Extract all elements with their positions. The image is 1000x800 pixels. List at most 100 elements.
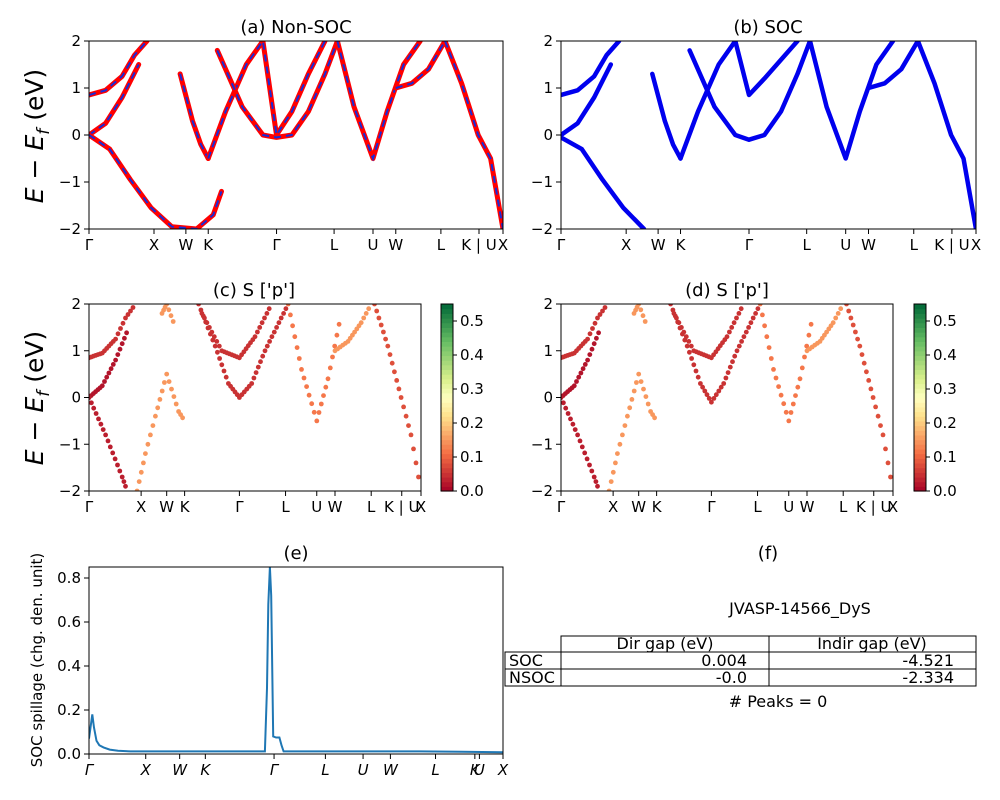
- band-point: [267, 339, 272, 344]
- y-tick-label: −1: [59, 435, 81, 453]
- x-tick-label: W: [861, 236, 876, 254]
- colorbar-segment: [914, 467, 926, 473]
- panel-a-title: (a) Non-SOC: [240, 17, 351, 38]
- colorbar-frame: [440, 303, 454, 492]
- band-point: [96, 416, 101, 422]
- band-line-soc-dashed: [179, 73, 210, 159]
- band-point: [155, 405, 161, 411]
- band-point: [316, 410, 322, 415]
- band-point: [128, 308, 133, 314]
- colorbar-segment: [441, 448, 453, 455]
- band-point: [253, 370, 259, 375]
- colorbar-segment: [914, 313, 926, 319]
- band-point: [797, 376, 803, 382]
- colorbar-segment: [441, 369, 453, 375]
- x-tick-label: U: [311, 498, 322, 516]
- colorbar-segment: [441, 420, 453, 427]
- x-tick-label: K | U: [934, 236, 969, 254]
- x-tick-label: X: [888, 498, 898, 516]
- band-point: [606, 488, 612, 491]
- x-tick-label: W: [651, 236, 666, 254]
- colorbar-segment: [441, 313, 453, 319]
- x-tick-label: L: [803, 236, 812, 254]
- band-point: [258, 359, 263, 365]
- y-tick-label: −1: [531, 173, 553, 191]
- band-point: [684, 343, 690, 349]
- band-point: [743, 329, 749, 335]
- colorbar-segment: [441, 346, 453, 352]
- x-tick-label: L: [910, 236, 919, 254]
- band-point: [734, 348, 740, 354]
- y-tick-label: 1: [71, 79, 81, 97]
- band-line-soc-dashed: [89, 41, 148, 96]
- band-point: [148, 432, 153, 438]
- band-point: [330, 354, 335, 360]
- band-point: [850, 322, 856, 328]
- band-point: [318, 401, 324, 407]
- band-point: [398, 395, 404, 400]
- band-point: [249, 381, 255, 386]
- band-point: [587, 331, 593, 337]
- panel-c-colorbar: 0.0 0.1 0.2 0.3 0.4 0.5: [440, 303, 484, 500]
- y-tick-label: 0.8: [57, 569, 81, 587]
- band-point: [594, 335, 599, 341]
- band-point: [159, 388, 165, 394]
- band-point: [587, 462, 592, 468]
- band-point: [732, 353, 738, 359]
- colorbar-segment: [914, 462, 926, 469]
- colorbar-segment: [441, 332, 453, 338]
- band-point: [799, 365, 805, 371]
- colorbar-segment: [441, 318, 453, 324]
- band-point: [746, 325, 751, 330]
- band-point: [808, 321, 814, 327]
- band-point: [695, 374, 701, 380]
- band-point: [873, 404, 878, 410]
- band-point: [585, 357, 590, 363]
- x-tick-label: L: [367, 498, 376, 516]
- band-point: [99, 383, 105, 389]
- band-point: [214, 339, 220, 344]
- band-point: [848, 315, 854, 321]
- band-point: [725, 370, 731, 375]
- band-point: [608, 479, 614, 484]
- colorbar-segment: [914, 439, 926, 445]
- band-point: [838, 306, 844, 312]
- band-point: [113, 357, 118, 363]
- band-point: [121, 479, 127, 484]
- table-cell-value: -4.521: [902, 651, 954, 670]
- band-point: [793, 393, 798, 398]
- band-point: [748, 320, 754, 326]
- band-point: [584, 456, 590, 462]
- gap-table: Dir gap (eV) Indir gap (eV) SOC 0.004 -4…: [504, 634, 977, 687]
- colorbar-segment: [914, 308, 926, 314]
- colorbar-tick-label: 0.1: [933, 448, 957, 466]
- band-line: [561, 62, 614, 138]
- band-point: [119, 341, 125, 347]
- band-point: [571, 383, 577, 389]
- band-point: [217, 356, 223, 361]
- band-point: [706, 396, 712, 401]
- band-point: [723, 375, 729, 381]
- table-cell-value: -0.0: [716, 668, 747, 687]
- band-point: [323, 384, 329, 390]
- band-point: [260, 353, 266, 359]
- band-point: [638, 379, 644, 384]
- band-point: [750, 315, 756, 321]
- x-tick-label: U: [474, 761, 485, 779]
- axes-frame: [88, 566, 504, 755]
- band-point: [290, 323, 295, 329]
- band-point: [771, 367, 776, 372]
- x-tick-label: U: [783, 498, 794, 516]
- y-tick-label: 0: [71, 126, 81, 144]
- band-point: [783, 409, 789, 415]
- band-point: [757, 304, 763, 307]
- band-point: [100, 427, 106, 432]
- band-point: [880, 432, 886, 438]
- band-line: [561, 41, 622, 98]
- band-point: [688, 343, 694, 349]
- colorbar-segment: [914, 448, 926, 455]
- band-point: [602, 305, 608, 310]
